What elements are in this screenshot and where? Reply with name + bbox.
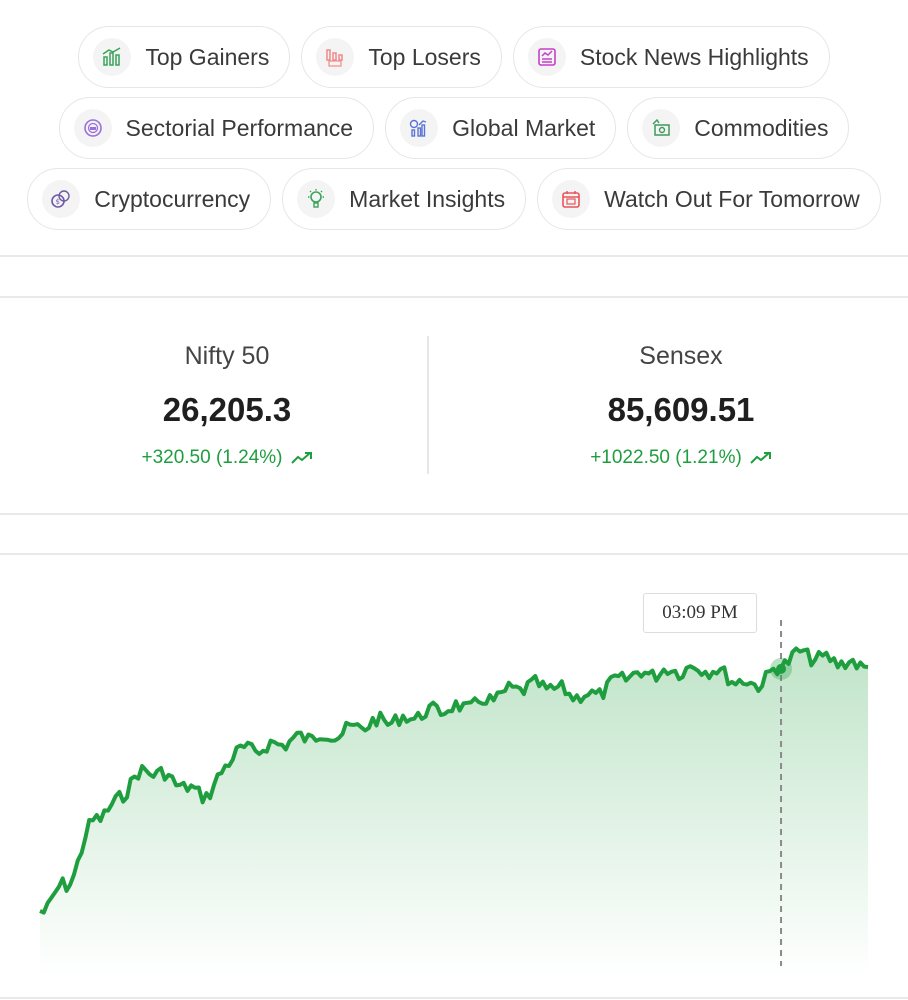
chart-tooltip: 03:09 PM <box>643 593 758 633</box>
sector-icon <box>73 109 112 147</box>
chip-top-losers[interactable]: Top Losers <box>301 26 502 88</box>
chip-cryptocurrency[interactable]: $ Cryptocurrency <box>27 168 272 230</box>
chip-global-market[interactable]: Global Market <box>385 97 617 159</box>
chart-area-fill <box>40 648 868 976</box>
chip-row: $ Cryptocurrency Market Insights Watch Out … <box>0 168 908 230</box>
intraday-chart-svg[interactable] <box>0 556 908 996</box>
chart-line <box>39 646 869 915</box>
sensex-card[interactable]: Sensex 85,609.51 +1022.50 (1.21%) <box>454 298 908 513</box>
chip-market-insights[interactable]: Market Insights <box>282 168 527 230</box>
divider <box>0 553 908 555</box>
index-summary: Nifty 50 26,205.3 +320.50 (1.24%) Sensex… <box>0 298 908 513</box>
crypto-icon: $ <box>42 180 81 218</box>
chip-label: Top Losers <box>368 43 481 70</box>
index-value: 85,609.51 <box>607 391 755 428</box>
chip-label: Watch Out For Tomorrow <box>604 185 860 212</box>
chip-label: Top Gainers <box>145 43 270 70</box>
insights-icon <box>297 180 336 218</box>
divider <box>0 997 908 999</box>
chip-stock-news-highlights[interactable]: Stock News Highlights <box>512 26 830 88</box>
index-name: Sensex <box>639 342 723 370</box>
divider <box>0 255 908 257</box>
divider <box>0 296 908 298</box>
calendar-icon <box>552 180 591 218</box>
marker-point <box>776 663 787 674</box>
chip-label: Market Insights <box>349 185 506 212</box>
news-icon <box>527 38 566 76</box>
nifty-50-card[interactable]: Nifty 50 26,205.3 +320.50 (1.24%) <box>0 298 454 513</box>
index-change: +320.50 (1.24%) <box>141 447 312 469</box>
index-separator <box>427 336 429 474</box>
top-losers-icon <box>316 38 355 76</box>
chip-watch-out-for-tomorrow[interactable]: Watch Out For Tomorrow <box>537 168 881 230</box>
index-change-text: +320.50 (1.24%) <box>141 447 283 468</box>
quick-links: Top Gainers Top Losers Stock News Highligh… <box>0 26 908 239</box>
chip-label: Stock News Highlights <box>579 43 809 70</box>
global-market-icon <box>400 109 439 147</box>
chip-label: Cryptocurrency <box>94 185 251 212</box>
trend-up-icon <box>750 452 771 464</box>
index-name: Nifty 50 <box>184 342 270 370</box>
index-change: +1022.50 (1.21%) <box>590 447 772 469</box>
chip-row: Sectorial Performance Global Market Commod… <box>0 97 908 159</box>
index-value: 26,205.3 <box>162 391 292 428</box>
chip-label: Global Market <box>452 114 596 141</box>
intraday-chart[interactable]: 03:09 PM <box>0 556 908 996</box>
chip-label: Sectorial Performance <box>125 114 354 141</box>
trend-up-icon <box>290 452 312 464</box>
chip-label: Commodities <box>694 114 829 141</box>
index-change-text: +1022.50 (1.21%) <box>590 447 742 468</box>
chip-commodities[interactable]: Commodities <box>627 97 850 159</box>
svg-text:$: $ <box>56 198 60 206</box>
top-gainers-icon <box>93 38 132 76</box>
chip-sectorial-performance[interactable]: Sectorial Performance <box>58 97 375 159</box>
chip-top-gainers[interactable]: Top Gainers <box>78 26 291 88</box>
commodities-icon <box>642 109 681 147</box>
divider <box>0 513 908 515</box>
chip-row: Top Gainers Top Losers Stock News Highligh… <box>0 26 908 88</box>
